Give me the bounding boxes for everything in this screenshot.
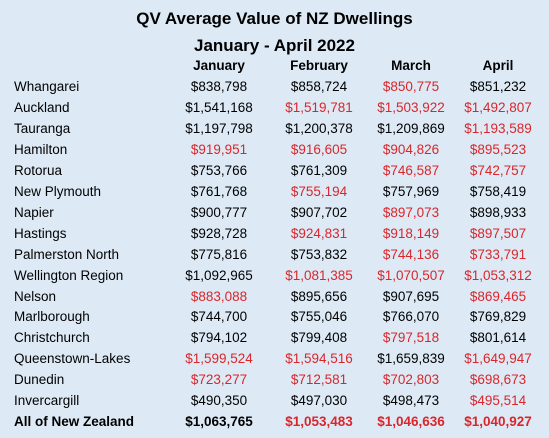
- subtitle: January - April 2022: [194, 36, 355, 55]
- value-cell: $838,798: [190, 79, 248, 94]
- value-cell: $495,514: [469, 393, 527, 409]
- value-cell: $1,092,965: [185, 267, 253, 283]
- value-cell: $744,700: [190, 309, 248, 325]
- value-cell: $801,614: [469, 330, 527, 346]
- value-cell: $797,518: [382, 330, 440, 346]
- column-header: February: [290, 58, 348, 73]
- value-cell: $895,656: [290, 288, 348, 304]
- region-label: Palmerston North: [14, 246, 120, 262]
- value-cell: $698,673: [469, 372, 527, 388]
- region-label: Tauranga: [14, 120, 71, 136]
- value-cell: $1,046,636: [377, 414, 445, 430]
- value-cell: $490,350: [190, 393, 248, 409]
- value-cell: $755,194: [290, 183, 348, 199]
- value-cell: $897,073: [382, 204, 440, 220]
- value-cell: $758,419: [469, 183, 527, 199]
- region-label: Napier: [14, 204, 54, 220]
- region-label: Dunedin: [14, 372, 65, 388]
- value-cell: $753,832: [290, 246, 348, 262]
- value-cell: $916,605: [290, 141, 348, 157]
- value-cell: $1,209,869: [377, 120, 445, 136]
- value-cell: $1,659,839: [377, 351, 445, 367]
- value-cell: $883,088: [190, 288, 248, 304]
- value-cell: $1,541,168: [185, 99, 253, 115]
- value-cell: $1,599,524: [185, 351, 253, 367]
- value-cell: $900,777: [190, 204, 248, 220]
- region-label: Wellington Region: [14, 267, 124, 283]
- region-label: Queenstown-Lakes: [14, 351, 131, 367]
- value-cell: $1,492,807: [464, 99, 532, 115]
- value-cell: $1,081,385: [285, 267, 353, 283]
- value-cell: $1,503,922: [377, 99, 445, 115]
- value-cell: $1,197,798: [185, 120, 253, 136]
- region-label: Hastings: [14, 225, 67, 241]
- value-cell: $794,102: [190, 330, 248, 346]
- region-label: Auckland: [14, 99, 70, 115]
- value-cell: $799,408: [290, 330, 348, 346]
- column-header: April: [482, 58, 514, 73]
- value-cell: $769,829: [469, 309, 527, 325]
- value-cell: $928,728: [190, 225, 248, 241]
- value-cell: $746,587: [382, 162, 440, 178]
- value-cell: $1,040,927: [464, 414, 532, 430]
- value-cell: $907,702: [290, 204, 348, 220]
- value-cell: $858,724: [290, 79, 348, 94]
- region-label: Nelson: [14, 288, 57, 304]
- value-cell: $918,149: [382, 225, 440, 241]
- value-cell: $1,519,781: [285, 99, 353, 115]
- value-cell: $1,053,312: [464, 267, 532, 283]
- value-cell: $919,951: [190, 141, 248, 157]
- value-cell: $733,791: [469, 246, 527, 262]
- value-cell: $744,136: [382, 246, 440, 262]
- value-cell: $907,695: [382, 288, 440, 304]
- region-label: New Plymouth: [14, 183, 102, 199]
- value-cell: $497,030: [290, 393, 348, 409]
- value-cell: $775,816: [190, 246, 248, 262]
- value-cell: $757,969: [382, 183, 440, 199]
- value-cell: $742,757: [469, 162, 527, 178]
- value-cell: $1,649,947: [464, 351, 532, 367]
- value-cell: $766,070: [382, 309, 440, 325]
- value-cell: $895,523: [469, 141, 527, 157]
- value-cell: $869,465: [469, 288, 527, 304]
- region-label: All of New Zealand: [14, 414, 135, 430]
- value-cell: $897,507: [469, 225, 527, 241]
- value-cell: $761,768: [190, 183, 248, 199]
- value-cell: $761,309: [290, 162, 348, 178]
- value-cell: $904,826: [382, 141, 440, 157]
- region-label: Invercargill: [14, 393, 80, 409]
- column-header: January: [193, 58, 245, 73]
- value-cell: $1,200,378: [285, 120, 353, 136]
- value-cell: $702,803: [382, 372, 440, 388]
- value-cell: $712,581: [290, 372, 348, 388]
- column-header: March: [391, 58, 431, 73]
- region-label: Hamilton: [14, 141, 68, 157]
- title: QV Average Value of NZ Dwellings: [136, 9, 413, 28]
- value-cell: $851,232: [469, 79, 527, 94]
- region-label: Whangarei: [14, 79, 80, 94]
- value-cell: $898,933: [469, 204, 527, 220]
- value-cell: $924,831: [290, 225, 348, 241]
- value-cell: $753,766: [190, 162, 248, 178]
- region-label: Marlborough: [14, 309, 90, 325]
- value-cell: $1,063,765: [185, 414, 253, 430]
- value-cell: $1,070,507: [377, 267, 445, 283]
- region-label: Rotorua: [14, 162, 63, 178]
- value-cell: $498,473: [382, 393, 440, 409]
- region-label: Christchurch: [14, 330, 90, 346]
- value-cell: $1,193,589: [464, 120, 532, 136]
- value-cell: $723,277: [190, 372, 248, 388]
- value-cell: $1,053,483: [285, 414, 353, 430]
- value-cell: $1,594,516: [285, 351, 353, 367]
- value-cell: $850,775: [382, 79, 440, 94]
- value-cell: $755,046: [290, 309, 348, 325]
